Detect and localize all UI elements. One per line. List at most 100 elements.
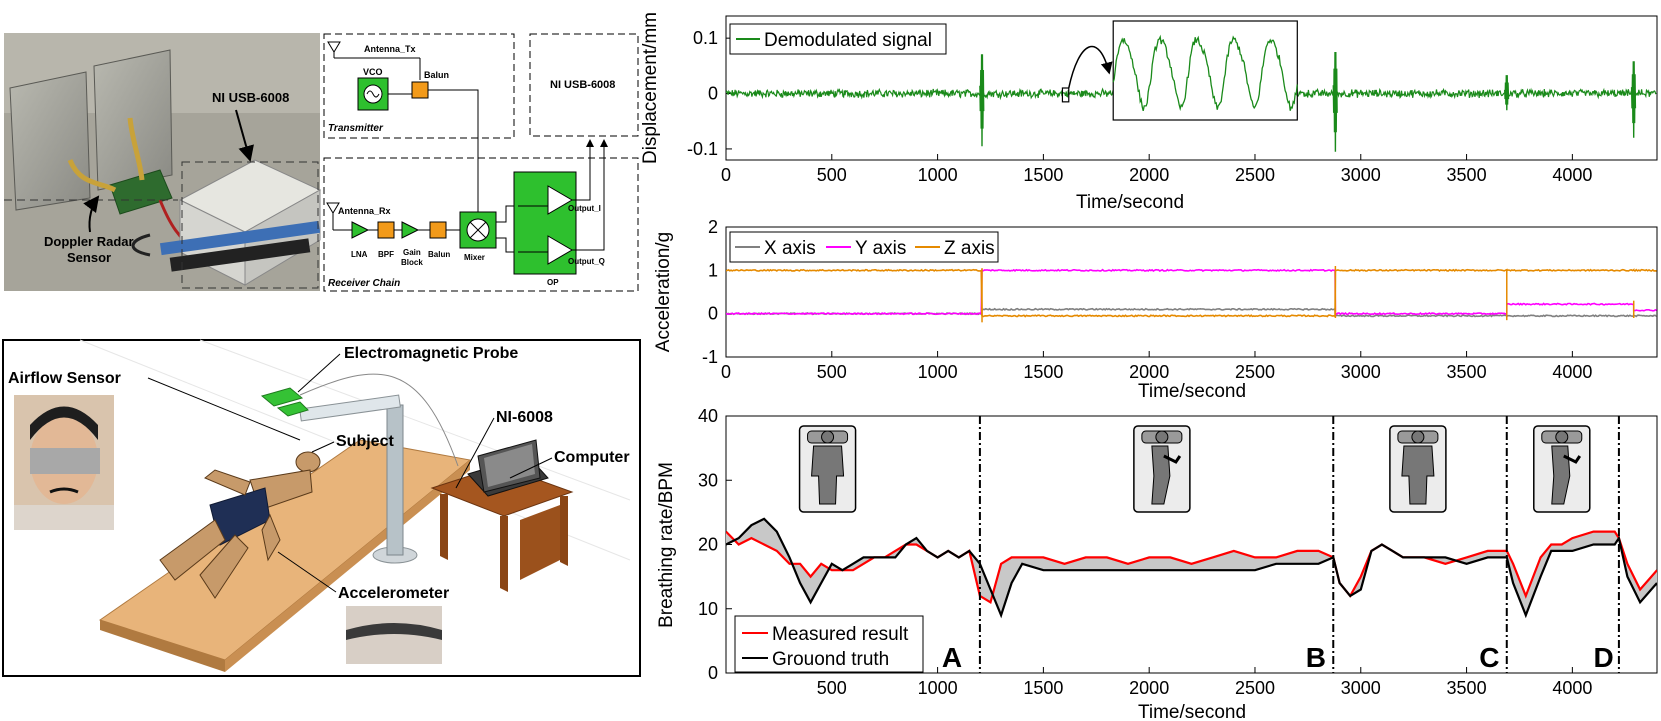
signal-spike — [979, 54, 985, 147]
series-y-axis — [726, 268, 1657, 316]
x-tick-label: 3500 — [1447, 165, 1487, 185]
zoom-inset-box — [1112, 20, 1298, 121]
supine-posture-icon — [1389, 425, 1447, 513]
receiver-box — [323, 157, 639, 292]
balun-rx-label: Balun — [428, 250, 450, 259]
balun-tx-label: Balun — [424, 70, 449, 80]
antenna-rx-icon — [326, 202, 340, 230]
side-posture-icon — [1533, 425, 1591, 513]
x-tick-label: 0 — [721, 165, 731, 185]
x-tick-label: 1000 — [918, 165, 958, 185]
transmitter-label: Transmitter — [328, 123, 384, 134]
phase-label-C: C — [1479, 642, 1499, 673]
x-tick-label: 1000 — [918, 678, 958, 698]
chart3-ylabel: Breathing rate/BPM — [656, 462, 677, 628]
legend-label-x: X axis — [764, 238, 816, 259]
chart2-legend: X axis Y axis Z axis — [729, 231, 999, 263]
y-tick-label: -0.1 — [687, 139, 718, 159]
y-tick-label: 30 — [698, 470, 718, 490]
antenna-panel-left — [9, 71, 91, 211]
x-tick-label: 4000 — [1552, 165, 1592, 185]
y-tick-label: 20 — [698, 535, 718, 555]
side-posture-icon — [1133, 425, 1191, 513]
balun-tx-block — [411, 81, 429, 99]
block-daq-label: NI USB-6008 — [550, 79, 615, 91]
x-tick-label: 500 — [817, 165, 847, 185]
accelerometer-label: Accelerometer — [338, 585, 449, 602]
signal-spike — [1630, 61, 1637, 138]
balun-rx-block — [429, 221, 447, 239]
subject-figure — [159, 451, 321, 599]
output-i-label: Output_I — [568, 204, 601, 213]
legend-label-truth: Grouond truth — [772, 649, 889, 670]
gain-block — [401, 221, 420, 239]
chart-displacement: 0 500 1000 1500 2000 2500 3000 3500 4000-0.100.1… — [640, 12, 1658, 213]
x-tick-label: 2500 — [1235, 678, 1275, 698]
op-amp-block — [513, 171, 577, 275]
signal-spike — [1504, 75, 1510, 111]
transmitter-box — [323, 33, 515, 139]
series-z-axis — [726, 268, 1657, 318]
chart3-legend: Measured result Grouond truth — [734, 615, 924, 673]
x-tick-label: 2000 — [1129, 678, 1169, 698]
hardware-photo: NI USB-6008 Doppler Radar Sensor — [4, 33, 322, 291]
x-tick-label: 1500 — [1023, 678, 1063, 698]
legend-label-z: Z axis — [944, 238, 995, 259]
x-tick-label: 4000 — [1552, 362, 1592, 382]
chart1-xlabel: Time/second — [1076, 192, 1184, 213]
subject-label: Subject — [336, 433, 394, 450]
chart3-xlabel: Time/second — [1138, 702, 1246, 721]
face-redaction — [30, 448, 100, 474]
photo-daq-label: NI USB-6008 — [212, 90, 289, 105]
output-q-label: Output_Q — [568, 257, 605, 266]
y-tick-label: 0.1 — [693, 28, 718, 48]
x-tick-label: 3500 — [1447, 362, 1487, 382]
x-tick-label: 1500 — [1023, 165, 1063, 185]
y-tick-label: 1 — [708, 260, 718, 280]
lna-block — [351, 221, 370, 239]
y-tick-label: -1 — [702, 347, 718, 367]
probe-icon — [260, 387, 309, 417]
photo-sensor-label-1: Doppler Radar — [44, 234, 134, 249]
phase-label-A: A — [942, 642, 962, 673]
y-tick-label: 0 — [708, 304, 718, 324]
y-tick-label: 40 — [698, 406, 718, 426]
error-area — [726, 518, 1657, 616]
y-tick-label: 10 — [698, 599, 718, 619]
chart1-legend: Demodulated signal — [729, 23, 947, 55]
mixer-label: Mixer — [464, 253, 485, 262]
daq-box — [529, 33, 639, 137]
antenna-tx-label: Antenna_Tx — [364, 44, 416, 54]
series-ground-truth — [726, 517, 1657, 619]
chart2-xlabel: Time/second — [1138, 381, 1246, 402]
computer-label: Computer — [554, 449, 630, 466]
setup-illustration: Airflow Sensor Electromagnetic Probe Sub… — [2, 339, 641, 677]
op-label: OP — [547, 278, 559, 287]
x-tick-label: 0 — [721, 362, 731, 382]
zoom-arrow — [1068, 45, 1113, 89]
receiver-chain-label: Receiver Chain — [328, 278, 400, 289]
bpf-label: BPF — [378, 250, 394, 259]
airflow-sensor-label: Airflow Sensor — [8, 370, 121, 387]
zoom-inset-signal — [1112, 34, 1298, 112]
x-tick-label: 3000 — [1341, 165, 1381, 185]
chart2-ylabel: Acceleration/g — [653, 232, 674, 352]
gain-label-1: Gain — [403, 248, 421, 257]
computer-icon — [467, 439, 549, 497]
x-tick-label: 2500 — [1235, 362, 1275, 382]
series-measured-result — [726, 530, 1657, 604]
ni6008-label: NI-6008 — [496, 409, 553, 426]
chart1-ylabel: Displacement/mm — [640, 12, 661, 164]
y-tick-label: 2 — [708, 217, 718, 237]
lna-label: LNA — [351, 250, 368, 259]
bpf-block — [377, 221, 395, 239]
x-tick-label: 3000 — [1341, 678, 1381, 698]
signal-spike — [1332, 51, 1338, 152]
y-tick-label: 0 — [708, 84, 718, 104]
x-tick-label: 2000 — [1129, 362, 1169, 382]
phase-label-B: B — [1306, 642, 1326, 673]
x-tick-label: 500 — [817, 678, 847, 698]
x-tick-label: 4000 — [1552, 678, 1592, 698]
